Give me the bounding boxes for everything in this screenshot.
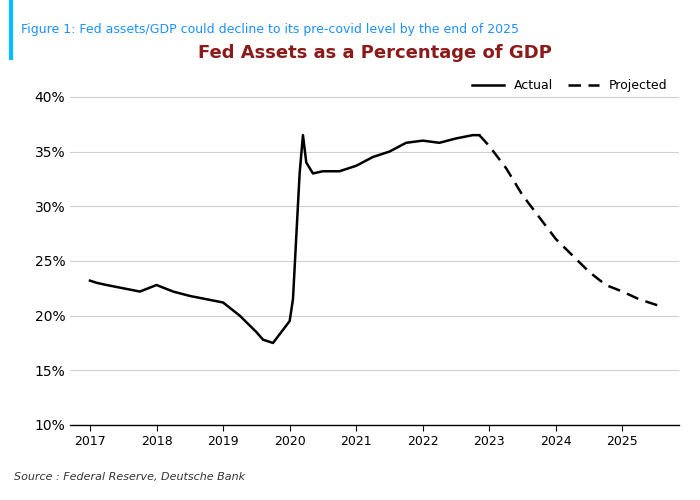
Text: Source : Federal Reserve, Deutsche Bank: Source : Federal Reserve, Deutsche Bank (14, 472, 245, 482)
Legend: Actual, Projected: Actual, Projected (468, 74, 673, 97)
Title: Fed Assets as a Percentage of GDP: Fed Assets as a Percentage of GDP (197, 44, 552, 62)
Text: Figure 1: Fed assets/GDP could decline to its pre-covid level by the end of 2025: Figure 1: Fed assets/GDP could decline t… (21, 24, 519, 36)
